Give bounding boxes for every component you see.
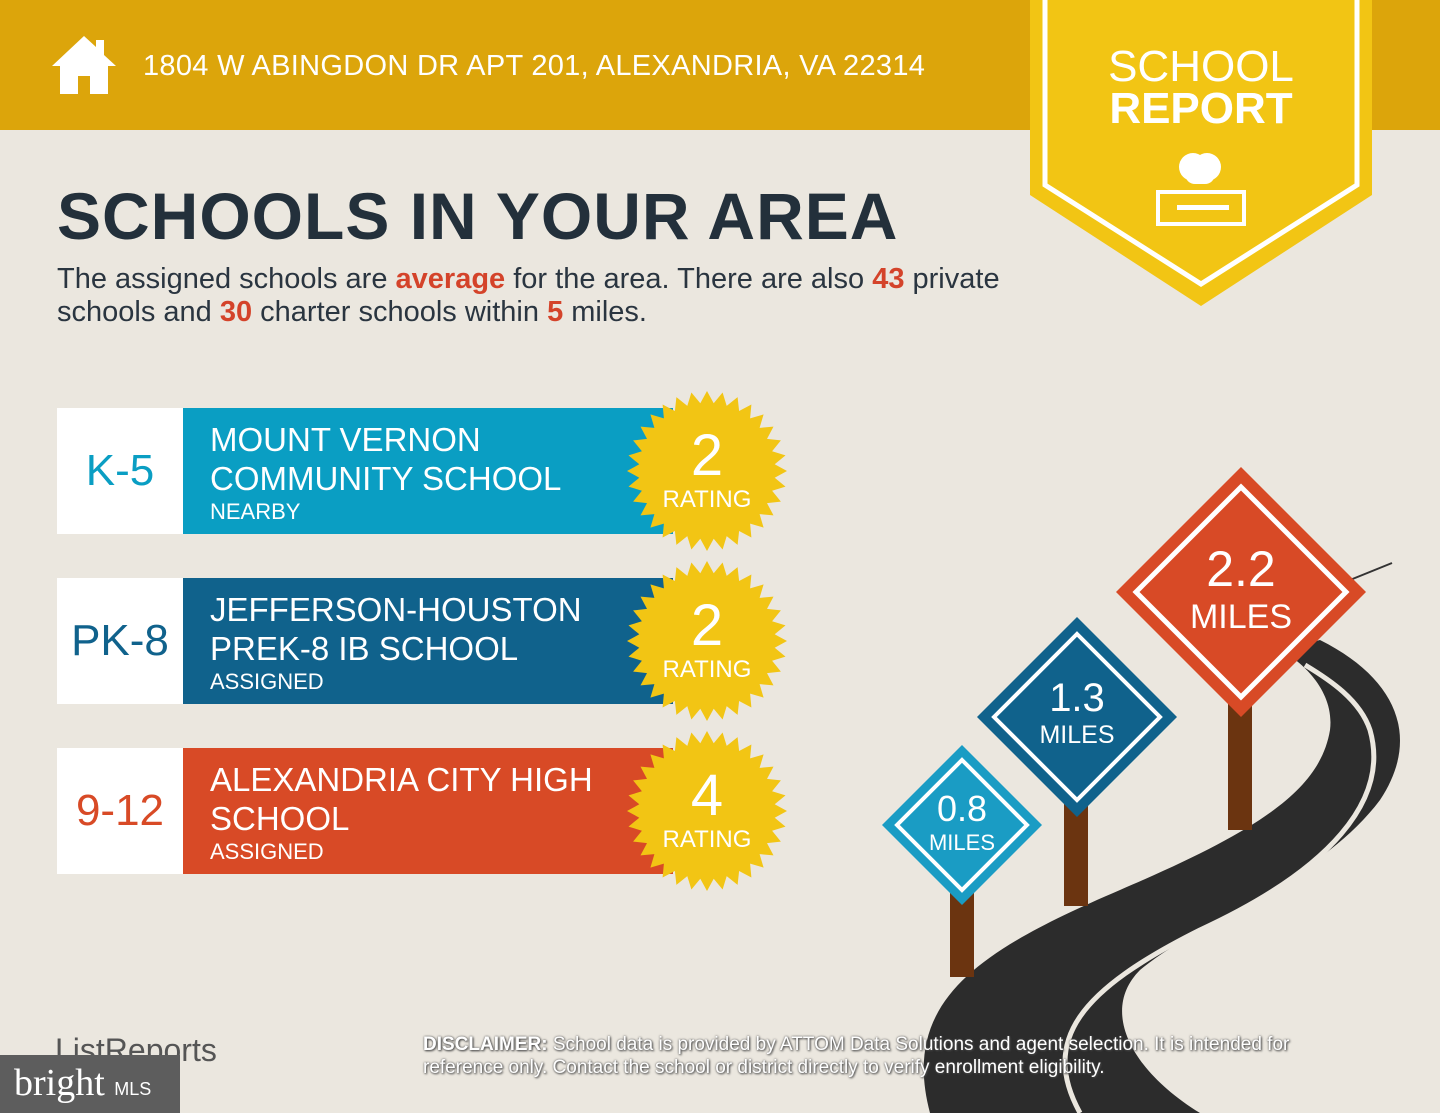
house-icon (52, 36, 116, 94)
school-row: 9-12 ALEXANDRIA CITY HIGH SCHOOL ASSIGNED … (57, 731, 787, 891)
bright-mls-logo: bright MLS (0, 1055, 180, 1113)
page-title: SCHOOLS IN YOUR AREA (57, 179, 899, 253)
rating-label: RATING (662, 826, 752, 853)
distance-sign: 2.2 MILES (1189, 541, 1293, 636)
rating-label: RATING (662, 656, 752, 683)
rating-starburst-icon (627, 391, 787, 551)
property-address: 1804 W ABINGDON DR APT 201, ALEXANDRIA, … (143, 50, 926, 82)
school-status: ASSIGNED (210, 669, 324, 694)
distance-sign: 0.8 MILES (928, 788, 996, 855)
school-name-2: COMMUNITY SCHOOL (210, 460, 562, 497)
rating-starburst-icon (627, 731, 787, 891)
rating-value: 4 (690, 763, 724, 828)
school-bar: ALEXANDRIA CITY HIGH SCHOOL ASSIGNED (183, 748, 673, 874)
school-name: MOUNT VERNON (210, 421, 481, 458)
road (923, 640, 1400, 1113)
school-name-2: PREK-8 IB SCHOOL (210, 630, 519, 667)
school-status: ASSIGNED (210, 839, 324, 864)
rating-starburst-icon (627, 561, 787, 721)
grade-level: 9-12 (57, 748, 183, 874)
school-name: ALEXANDRIA CITY HIGH (210, 761, 593, 798)
school-report-badge (1030, 0, 1372, 306)
rating-label: RATING (662, 486, 752, 513)
badge-title: SCHOOL REPORT (1108, 42, 1294, 133)
disclaimer: DISCLAIMER: School data is provided by A… (423, 1034, 1290, 1078)
summary-text: The assigned schools are average for the… (57, 263, 1000, 328)
school-status: NEARBY (210, 499, 301, 524)
school-bar: MOUNT VERNON COMMUNITY SCHOOL NEARBY (183, 408, 673, 534)
school-bar: JEFFERSON-HOUSTON PREK-8 IB SCHOOL ASSIGNE… (183, 578, 673, 704)
rating-value: 2 (690, 593, 724, 658)
school-name-2: SCHOOL (210, 800, 350, 837)
grade-level: PK-8 (57, 578, 183, 704)
distance-sign: 1.3 MILES (1039, 676, 1115, 749)
school-row: PK-8 JEFFERSON-HOUSTON PREK-8 IB SCHOOL AS… (57, 561, 787, 721)
school-name: JEFFERSON-HOUSTON (210, 591, 582, 628)
grade-level: K-5 (57, 408, 183, 534)
apple-on-book-icon (1156, 153, 1246, 226)
school-row: K-5 MOUNT VERNON COMMUNITY SCHOOL NEARBY 2… (57, 391, 787, 551)
rating-value: 2 (690, 423, 724, 488)
